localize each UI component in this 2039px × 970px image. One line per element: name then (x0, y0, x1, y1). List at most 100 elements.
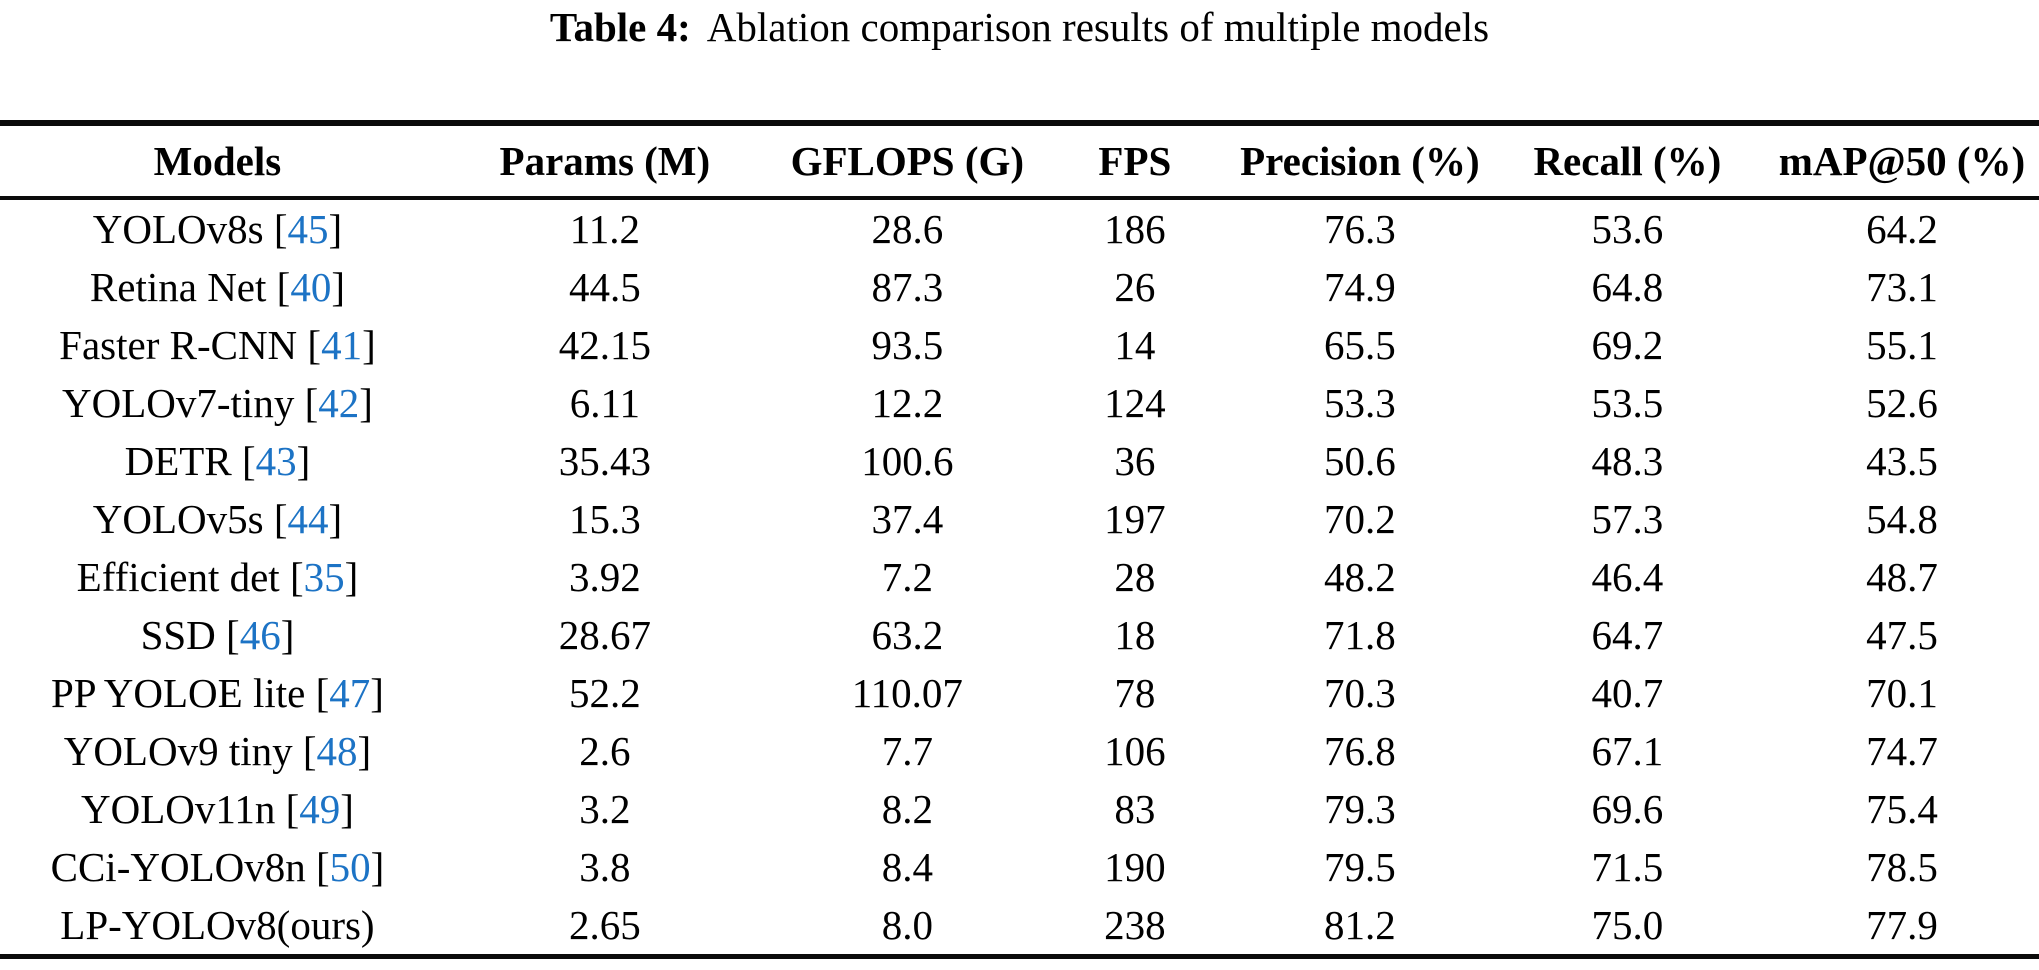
precision-cell: 50.6 (1324, 438, 1396, 484)
model-name: YOLOv7-tiny (62, 380, 295, 426)
precision-cell: 70.2 (1324, 496, 1396, 542)
recall-cell: 64.8 (1591, 264, 1664, 310)
fps-cell: 18 (1114, 612, 1156, 658)
map50-cell: 73.1 (1866, 264, 1938, 310)
model-cell: DETR [43] (124, 438, 311, 484)
fps-cell: 36 (1114, 438, 1156, 484)
model-name: YOLOv5s (92, 496, 264, 542)
precision-cell: 81.2 (1324, 902, 1396, 948)
precision-cell: 53.3 (1324, 380, 1396, 426)
citation-link[interactable]: 46 (239, 612, 281, 658)
fps-cell: 83 (1114, 786, 1156, 832)
col-precision: Precision (%) (1229, 123, 1490, 200)
map50-cell: 70.1 (1866, 670, 1938, 716)
model-name: YOLOv11n (80, 786, 276, 832)
recall-cell: 53.5 (1591, 380, 1664, 426)
precision-cell: 48.2 (1324, 554, 1396, 600)
recall-cell: 46.4 (1591, 554, 1664, 600)
model-cell: Retina Net [40] (89, 264, 345, 310)
recall-cell: 64.7 (1591, 612, 1664, 658)
table-row: YOLOv9 tiny [48] 2.6 7.7 106 76.8 67.1 74.7 (0, 722, 2039, 780)
model-name: DETR (124, 438, 232, 484)
recall-cell: 40.7 (1591, 670, 1664, 716)
params-cell: 3.2 (579, 786, 631, 832)
map50-cell: 74.7 (1866, 728, 1938, 774)
model-name: LP-YOLOv8(ours) (60, 902, 375, 948)
citation-link[interactable]: 44 (287, 496, 329, 542)
model-name: PP YOLOE lite (50, 670, 306, 716)
fps-cell: 14 (1114, 322, 1156, 368)
precision-cell: 70.3 (1324, 670, 1396, 716)
citation-link[interactable]: 49 (299, 786, 341, 832)
recall-cell: 67.1 (1591, 728, 1664, 774)
gflops-cell: 37.4 (871, 496, 944, 542)
citation-link[interactable]: 35 (303, 554, 345, 600)
params-cell: 6.11 (569, 380, 640, 426)
params-cell: 35.43 (558, 438, 651, 484)
table-row: LP-YOLOv8(ours) 2.65 8.0 238 81.2 75.0 77.9 (0, 896, 2039, 957)
col-models: Models (0, 123, 435, 200)
table-caption-label: Table 4: (549, 4, 691, 50)
map50-cell: 47.5 (1866, 612, 1938, 658)
citation-link[interactable]: 47 (329, 670, 371, 716)
recall-cell: 53.6 (1591, 206, 1664, 252)
recall-cell: 57.3 (1591, 496, 1664, 542)
precision-cell: 79.5 (1324, 844, 1396, 890)
gflops-cell: 12.2 (871, 380, 944, 426)
gflops-cell: 93.5 (871, 322, 944, 368)
table-row: CCi-YOLOv8n [50] 3.8 8.4 190 79.5 71.5 78.5 (0, 838, 2039, 896)
model-name: CCi-YOLOv8n (50, 844, 306, 890)
citation-link[interactable]: 50 (329, 844, 371, 890)
fps-cell: 26 (1114, 264, 1156, 310)
citation-link[interactable]: 42 (318, 380, 360, 426)
gflops-cell: 28.6 (871, 206, 944, 252)
params-cell: 2.65 (568, 902, 641, 948)
col-gflops: GFLOPS (G) (774, 123, 1040, 200)
precision-cell: 74.9 (1324, 264, 1396, 310)
fps-cell: 190 (1104, 844, 1166, 890)
model-cell: YOLOv7-tiny [42] (62, 380, 373, 426)
table-body: YOLOv8s [45] 11.2 28.6 186 76.3 53.6 64.2 Retin… (0, 198, 2039, 957)
model-cell: PP YOLOE lite [47] (50, 670, 384, 716)
precision-cell: 71.8 (1324, 612, 1396, 658)
map50-cell: 77.9 (1866, 902, 1938, 948)
params-cell: 28.67 (558, 612, 651, 658)
recall-cell: 75.0 (1591, 902, 1664, 948)
citation-link[interactable]: 41 (321, 322, 363, 368)
gflops-cell: 8.0 (881, 902, 933, 948)
map50-cell: 75.4 (1866, 786, 1938, 832)
col-recall: Recall (%) (1489, 123, 1765, 200)
table-row: Efficient det [35] 3.92 7.2 28 48.2 46.4 48.7 (0, 548, 2039, 606)
col-map50: mAP@50 (%) (1764, 123, 2039, 200)
fps-cell: 78 (1114, 670, 1156, 716)
gflops-cell: 7.7 (881, 728, 933, 774)
model-name: Efficient det (76, 554, 280, 600)
table-header-row: Models Params (M) GFLOPS (G) FPS Precision (… (0, 123, 2039, 200)
fps-cell: 238 (1104, 902, 1166, 948)
model-name: YOLOv9 tiny (63, 728, 293, 774)
table-caption-text: Ablation comparison results of multiple … (706, 4, 1490, 50)
table-row: YOLOv11n [49] 3.2 8.2 83 79.3 69.6 75.4 (0, 780, 2039, 838)
fps-cell: 28 (1114, 554, 1156, 600)
params-cell: 3.92 (568, 554, 641, 600)
model-cell: YOLOv5s [44] (92, 496, 343, 542)
table-row: PP YOLOE lite [47] 52.2 110.07 78 70.3 40.7 70… (0, 664, 2039, 722)
gflops-cell: 8.4 (881, 844, 933, 890)
gflops-cell: 87.3 (871, 264, 944, 310)
precision-cell: 76.8 (1324, 728, 1396, 774)
recall-cell: 69.6 (1591, 786, 1664, 832)
gflops-cell: 110.07 (851, 670, 963, 716)
table-row: YOLOv5s [44] 15.3 37.4 197 70.2 57.3 54.8 (0, 490, 2039, 548)
params-cell: 15.3 (568, 496, 641, 542)
citation-link[interactable]: 40 (290, 264, 332, 310)
citation-link[interactable]: 43 (255, 438, 297, 484)
params-cell: 42.15 (558, 322, 651, 368)
recall-cell: 71.5 (1591, 844, 1664, 890)
model-name: SSD (140, 612, 216, 658)
model-name: Retina Net (89, 264, 267, 310)
model-cell: LP-YOLOv8(ours) (0, 896, 435, 957)
citation-link[interactable]: 48 (316, 728, 358, 774)
params-cell: 44.5 (568, 264, 641, 310)
citation-link[interactable]: 45 (287, 206, 329, 252)
